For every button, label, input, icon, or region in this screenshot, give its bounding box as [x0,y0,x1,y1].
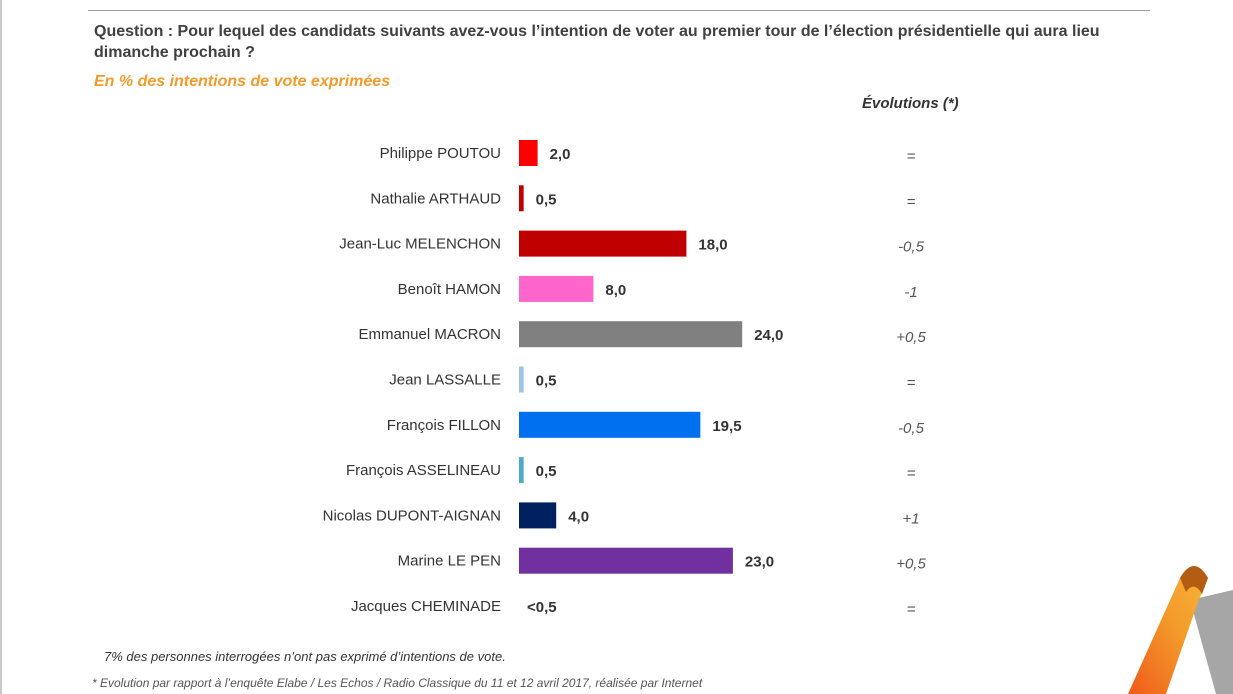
elabe-logo [1128,566,1233,694]
bar-francois-asselineau [519,457,524,484]
candidate-label-nathalie-arthaud: Nathalie ARTHAUD [370,190,501,207]
chart-subtitle: En % des intentions de vote exprimées [94,73,391,90]
candidate-label-francois-asselineau: François ASSELINEAU [346,462,501,479]
candidate-label-emmanuel-macron: Emmanuel MACRON [358,326,501,343]
bar-jean-lassalle [519,366,524,393]
candidate-label-jacques-cheminade: Jacques CHEMINADE [351,598,501,615]
value-label-francois-fillon: 19,5 [712,418,741,435]
top-rule [88,10,1150,11]
evolution-label-jean-lassalle: = [907,375,916,392]
candidate-label-nicolas-dupont-aignan: Nicolas DUPONT-AIGNAN [323,507,501,524]
value-label-marine-le-pen: 23,0 [745,554,774,571]
left-border [0,0,2,694]
evolution-label-jean-luc-melenchon: -0,5 [898,239,925,256]
value-label-jacques-cheminade: <0,5 [527,599,557,616]
evolution-label-nathalie-arthaud: = [907,193,916,210]
candidate-label-philippe-poutou: Philippe POUTOU [380,145,501,162]
evolution-label-benoit-hamon: -1 [904,284,917,301]
bar-benoit-hamon [519,275,594,302]
bar-nathalie-arthaud [519,185,524,212]
bar-francois-fillon [519,411,701,438]
candidate-label-francois-fillon: François FILLON [387,417,501,434]
candidate-label-benoit-hamon: Benoît HAMON [398,281,501,298]
evolution-label-emmanuel-macron: +0,5 [896,329,926,346]
evolution-label-jacques-cheminade: = [907,601,916,618]
value-label-philippe-poutou: 2,0 [550,146,571,163]
evolution-label-francois-asselineau: = [907,465,916,482]
question-text: Question : Pour lequel des candidats sui… [94,23,1100,61]
value-label-jean-lassalle: 0,5 [536,373,557,390]
candidate-label-marine-le-pen: Marine LE PEN [398,553,501,570]
candidate-label-jean-luc-melenchon: Jean-Luc MELENCHON [339,236,501,253]
evolutions-header: Évolutions (*) [862,95,959,112]
value-label-francois-asselineau: 0,5 [536,463,557,480]
evolution-label-francois-fillon: -0,5 [898,420,925,437]
evolution-label-nicolas-dupont-aignan: +1 [902,510,919,527]
value-label-emmanuel-macron: 24,0 [754,327,783,344]
bar-philippe-poutou [519,140,538,166]
evolution-footnote: * Evolution par rapport à l’enquête Elab… [92,676,703,690]
value-label-nicolas-dupont-aignan: 4,0 [568,508,589,525]
bar-emmanuel-macron [519,321,743,348]
bar-nicolas-dupont-aignan [519,502,557,529]
evolution-label-marine-le-pen: +0,5 [896,556,926,573]
candidate-label-jean-lassalle: Jean LASSALLE [389,372,501,389]
bar-marine-le-pen [519,547,733,574]
evolution-label-philippe-poutou: = [907,148,916,165]
value-label-jean-luc-melenchon: 18,0 [698,237,727,254]
value-label-nathalie-arthaud: 0,5 [536,191,557,208]
value-label-benoit-hamon: 8,0 [605,282,626,299]
non-response-note: 7% des personnes interrogées n’ont pas e… [104,649,506,664]
bar-jean-luc-melenchon [519,230,687,257]
